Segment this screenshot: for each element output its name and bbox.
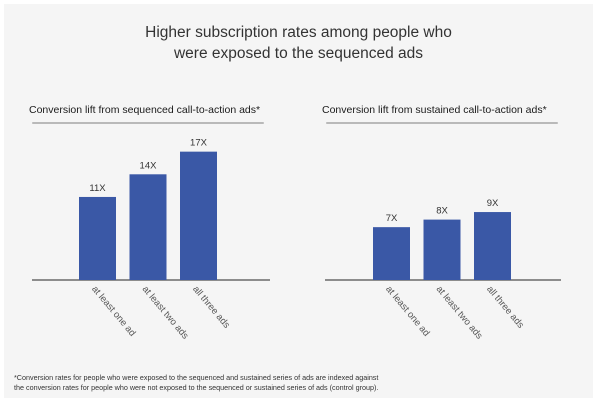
infographic-panel: Higher subscription rates among people w… xyxy=(4,4,593,398)
category-label: at least two ads xyxy=(434,284,485,342)
data-label: 11X xyxy=(89,183,106,194)
bar xyxy=(423,219,461,280)
data-label: 9X xyxy=(487,198,499,209)
category-label: all three ads xyxy=(484,284,526,331)
footnote: *Conversion rates for people who were ex… xyxy=(14,373,589,393)
sustained-bar-chart: 7X at least one ad 8X at least two ads 9X all… xyxy=(325,198,561,342)
main-title-line-1: Higher subscription rates among people w… xyxy=(145,24,452,41)
category-label: at least one ad xyxy=(383,284,431,339)
bar xyxy=(474,212,511,280)
title-underline-sequenced xyxy=(32,122,264,124)
main-title-line-2: were exposed to the sequenced ads xyxy=(173,45,424,62)
chart-title-sequenced: Conversion lift from sequenced call-to-a… xyxy=(29,104,261,116)
data-label: 8X xyxy=(436,206,448,217)
data-label: 17X xyxy=(190,138,208,149)
data-label: 7X xyxy=(386,213,398,224)
bar xyxy=(79,196,116,280)
footnote-line-1: *Conversion rates for people who were ex… xyxy=(14,373,379,382)
main-title: Higher subscription rates among people w… xyxy=(4,22,593,64)
data-label: 14X xyxy=(140,160,158,171)
title-underline-sustained xyxy=(326,122,558,124)
chart-title-sustained: Conversion lift from sustained call-to-a… xyxy=(322,104,547,116)
bar xyxy=(180,151,217,280)
bar xyxy=(129,174,167,280)
footnote-line-2: the conversion rates for people who were… xyxy=(14,383,379,392)
bar xyxy=(373,227,410,280)
